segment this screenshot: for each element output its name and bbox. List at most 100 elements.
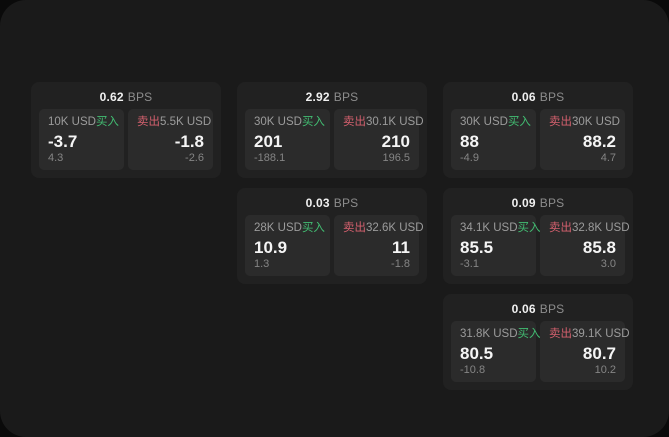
- buy-panel[interactable]: 30K USD 买入 88 -4.9: [451, 109, 536, 170]
- bps-unit-label: BPS: [127, 90, 153, 104]
- buy-side-label: 买入: [517, 328, 541, 340]
- buy-amount-label: 34.1K USD: [460, 222, 518, 234]
- buy-price-value: 80.5: [460, 344, 494, 363]
- buy-panel[interactable]: 30K USD 买入 201 -188.1: [245, 109, 330, 170]
- sell-price-value: 80.7: [582, 344, 616, 363]
- sell-side-label: 卖出: [343, 222, 366, 234]
- buy-sell-panels: 30K USD 买入 201 -188.1 卖出 30.1K USD 210 1…: [245, 109, 424, 170]
- sell-panel[interactable]: 卖出 39.1K USD 80.7 10.2: [540, 321, 630, 382]
- buy-side-label: 买入: [517, 222, 541, 234]
- sell-price-value: 210: [381, 132, 410, 151]
- sell-panel-top-row: 卖出 30K USD: [549, 116, 620, 129]
- buy-panel[interactable]: 31.8K USD 买入 80.5 -10.8: [451, 321, 541, 382]
- buy-price-value: 85.5: [460, 238, 494, 257]
- sell-sub-value: -1.8: [391, 258, 410, 270]
- buy-sub-value: -4.9: [460, 152, 479, 164]
- bps-unit-label: BPS: [333, 196, 359, 210]
- quote-card: 0.06 BPS 31.8K USD 买入 80.5 -10.8 卖出 39.1K…: [443, 294, 633, 390]
- quote-card: 0.09 BPS 34.1K USD 买入 85.5 -3.1 卖出 32.8K …: [443, 188, 633, 284]
- buy-side-label: 买入: [301, 116, 325, 128]
- sell-amount-label: 39.1K USD: [572, 328, 630, 340]
- quote-card: 0.06 BPS 30K USD 买入 88 -4.9 卖出 30K USD 88…: [443, 82, 633, 178]
- buy-price-value: 201: [254, 132, 283, 151]
- card-header: 2.92 BPS: [245, 89, 419, 106]
- bps-spread-value: 0.06: [511, 302, 536, 316]
- sell-panel[interactable]: 卖出 32.6K USD 11 -1.8: [334, 215, 424, 276]
- sell-panel[interactable]: 卖出 30K USD 88.2 4.7: [540, 109, 625, 170]
- sell-amount-label: 30K USD: [572, 116, 620, 128]
- buy-panel[interactable]: 34.1K USD 买入 85.5 -3.1: [451, 215, 541, 276]
- quote-cards-grid: 0.62 BPS 10K USD 买入 -3.7 4.3 卖出 5.5K USD …: [31, 82, 633, 390]
- buy-panel-top-row: 30K USD 买入: [254, 116, 325, 129]
- sell-amount-label: 32.6K USD: [366, 222, 424, 234]
- buy-panel-top-row: 30K USD 买入: [460, 116, 531, 129]
- buy-amount-label: 31.8K USD: [460, 328, 518, 340]
- sell-panel[interactable]: 卖出 5.5K USD -1.8 -2.6: [128, 109, 213, 170]
- bps-spread-value: 0.09: [511, 196, 536, 210]
- quote-card: 0.03 BPS 28K USD 买入 10.9 1.3 卖出 32.6K USD…: [237, 188, 427, 284]
- sell-panel-top-row: 卖出 30.1K USD: [343, 116, 424, 129]
- buy-sell-panels: 34.1K USD 买入 85.5 -3.1 卖出 32.8K USD 85.8…: [451, 215, 630, 276]
- card-header: 0.06 BPS: [451, 89, 625, 106]
- buy-panel[interactable]: 28K USD 买入 10.9 1.3: [245, 215, 330, 276]
- bps-unit-label: BPS: [539, 302, 565, 316]
- buy-amount-label: 30K USD: [254, 116, 302, 128]
- buy-panel-top-row: 28K USD 买入: [254, 222, 325, 235]
- sell-sub-value: -2.6: [185, 152, 204, 164]
- sell-panel[interactable]: 卖出 30.1K USD 210 196.5: [334, 109, 424, 170]
- sell-panel-top-row: 卖出 32.8K USD: [549, 222, 630, 235]
- quote-card: 0.62 BPS 10K USD 买入 -3.7 4.3 卖出 5.5K USD …: [31, 82, 221, 178]
- sell-price-value: 85.8: [582, 238, 616, 257]
- buy-sell-panels: 30K USD 买入 88 -4.9 卖出 30K USD 88.2 4.7: [451, 109, 625, 170]
- sell-price-value: 11: [392, 238, 410, 257]
- sell-side-label: 卖出: [549, 116, 572, 128]
- sell-side-label: 卖出: [343, 116, 366, 128]
- buy-panel-top-row: 31.8K USD 买入: [460, 328, 541, 341]
- sell-amount-label: 5.5K USD: [160, 116, 212, 128]
- sell-side-label: 卖出: [137, 116, 160, 128]
- buy-side-label: 买入: [301, 222, 325, 234]
- card-header: 0.03 BPS: [245, 195, 419, 212]
- bps-unit-label: BPS: [539, 196, 565, 210]
- bps-unit-label: BPS: [539, 90, 565, 104]
- sell-sub-value: 10.2: [594, 364, 616, 376]
- sell-panel-top-row: 卖出 32.6K USD: [343, 222, 424, 235]
- buy-panel-top-row: 34.1K USD 买入: [460, 222, 541, 235]
- card-header: 0.09 BPS: [451, 195, 625, 212]
- buy-price-value: 10.9: [254, 238, 288, 257]
- buy-sell-panels: 10K USD 买入 -3.7 4.3 卖出 5.5K USD -1.8 -2.…: [39, 109, 213, 170]
- buy-amount-label: 10K USD: [48, 116, 96, 128]
- buy-side-label: 买入: [507, 116, 531, 128]
- buy-price-value: -3.7: [48, 132, 78, 151]
- buy-sub-value: -188.1: [254, 152, 286, 164]
- bps-unit-label: BPS: [333, 90, 359, 104]
- sell-sub-value: 196.5: [382, 152, 410, 164]
- sell-panel[interactable]: 卖出 32.8K USD 85.8 3.0: [540, 215, 630, 276]
- sell-sub-value: 4.7: [600, 152, 616, 164]
- buy-amount-label: 30K USD: [460, 116, 508, 128]
- sell-side-label: 卖出: [549, 328, 572, 340]
- sell-amount-label: 32.8K USD: [572, 222, 630, 234]
- bps-spread-value: 0.06: [511, 90, 536, 104]
- bps-spread-value: 0.62: [99, 90, 124, 104]
- buy-amount-label: 28K USD: [254, 222, 302, 234]
- buy-sub-value: 4.3: [48, 152, 64, 164]
- buy-sub-value: -10.8: [460, 364, 486, 376]
- card-header: 0.06 BPS: [451, 301, 625, 318]
- sell-sub-value: 3.0: [600, 258, 616, 270]
- buy-panel-top-row: 10K USD 买入: [48, 116, 119, 129]
- buy-side-label: 买入: [95, 116, 119, 128]
- sell-price-value: 88.2: [582, 132, 616, 151]
- buy-sub-value: 1.3: [254, 258, 270, 270]
- buy-panel[interactable]: 10K USD 买入 -3.7 4.3: [39, 109, 124, 170]
- buy-price-value: 88: [460, 132, 479, 151]
- sell-panel-top-row: 卖出 5.5K USD: [137, 116, 211, 129]
- buy-sub-value: -3.1: [460, 258, 479, 270]
- card-header: 0.62 BPS: [39, 89, 213, 106]
- buy-sell-panels: 28K USD 买入 10.9 1.3 卖出 32.6K USD 11 -1.8: [245, 215, 424, 276]
- sell-amount-label: 30.1K USD: [366, 116, 424, 128]
- sell-side-label: 卖出: [549, 222, 572, 234]
- sell-panel-top-row: 卖出 39.1K USD: [549, 328, 630, 341]
- quote-card: 2.92 BPS 30K USD 买入 201 -188.1 卖出 30.1K U…: [237, 82, 427, 178]
